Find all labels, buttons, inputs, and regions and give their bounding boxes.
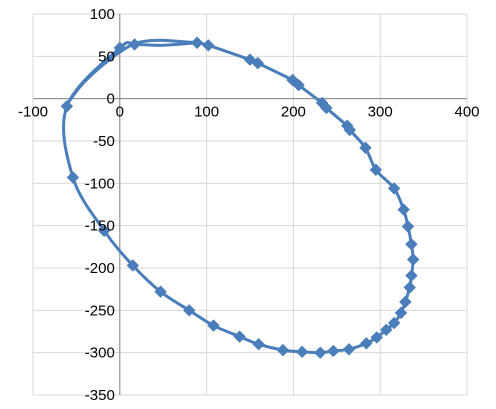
data-point: [406, 253, 420, 266]
data-point: [66, 171, 80, 184]
data-point: [369, 163, 383, 176]
data-point: [327, 344, 340, 358]
data-point: [320, 101, 333, 115]
data-point: [292, 78, 305, 92]
data-point: [60, 100, 74, 113]
data-point: [387, 182, 401, 195]
data-point: [295, 345, 309, 359]
series-points: [60, 36, 420, 359]
data-point: [207, 319, 220, 332]
data-point: [405, 238, 418, 251]
data-point: [387, 316, 401, 330]
data-point: [202, 39, 215, 52]
data-point: [154, 285, 167, 298]
data-point: [343, 123, 357, 137]
x-tick-label: 0: [116, 104, 124, 121]
x-tick-label: 400: [454, 104, 479, 121]
y-tick-label: -250: [85, 302, 115, 319]
series-line: [62, 38, 415, 355]
data-point: [126, 259, 140, 272]
data-point: [190, 36, 204, 49]
y-tick-label: -200: [85, 260, 115, 277]
data-point: [233, 330, 246, 343]
data-point: [397, 203, 410, 216]
series-curve: [62, 38, 415, 355]
data-point: [314, 346, 327, 359]
y-tick-label: -100: [85, 175, 115, 192]
x-tick-label: 200: [281, 104, 306, 121]
data-point: [97, 224, 111, 237]
data-point: [370, 331, 383, 344]
data-point: [128, 38, 141, 51]
y-tick-label: -50: [93, 133, 115, 150]
x-tick-label: 100: [194, 104, 219, 121]
y-tick-label: 100: [90, 6, 115, 23]
y-tick-label: -350: [85, 387, 115, 404]
axes: [33, 14, 467, 395]
data-point: [405, 269, 418, 282]
y-tick-label: 50: [98, 48, 115, 65]
data-point: [252, 337, 265, 351]
data-point: [394, 306, 408, 320]
y-tick-label: -300: [85, 345, 115, 362]
data-point: [342, 343, 356, 356]
grid-lines: [32, 13, 468, 396]
data-point: [360, 337, 373, 350]
data-point: [403, 281, 416, 294]
x-tick-label: 300: [368, 104, 393, 121]
data-point: [380, 323, 393, 337]
data-point: [359, 141, 372, 154]
data-point: [276, 343, 290, 357]
data-point: [401, 220, 415, 233]
data-point: [113, 41, 127, 55]
data-point: [251, 56, 265, 70]
y-tick-label: 0: [106, 91, 114, 108]
x-tick-label: -100: [18, 104, 48, 121]
data-point: [399, 295, 412, 309]
y-tick-labels: 100 50 0 -50 -100 -150 -200 -250 -300 -350: [85, 6, 115, 404]
data-point: [183, 304, 196, 317]
y-tick-label: -150: [85, 218, 115, 235]
x-tick-labels: -100 0 100 200 300 400: [18, 104, 480, 121]
